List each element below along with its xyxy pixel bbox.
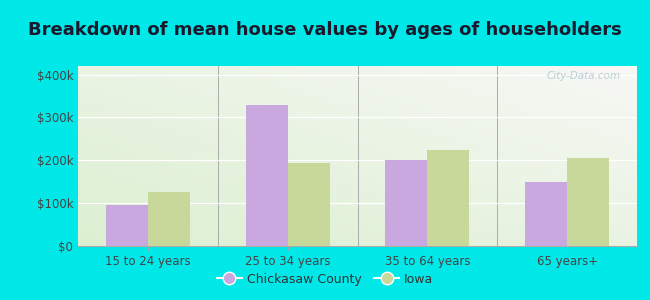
Bar — [525, 182, 567, 246]
Legend: Chickasaw County, Iowa: Chickasaw County, Iowa — [212, 268, 438, 291]
Text: Breakdown of mean house values by ages of householders: Breakdown of mean house values by ages o… — [28, 21, 622, 39]
Text: City-Data.com: City-Data.com — [546, 71, 620, 81]
Bar — [148, 192, 190, 246]
Bar — [106, 205, 148, 246]
Bar — [287, 163, 330, 246]
Bar — [385, 160, 428, 246]
Bar — [567, 158, 609, 246]
Bar — [246, 105, 287, 246]
Bar — [428, 150, 469, 246]
